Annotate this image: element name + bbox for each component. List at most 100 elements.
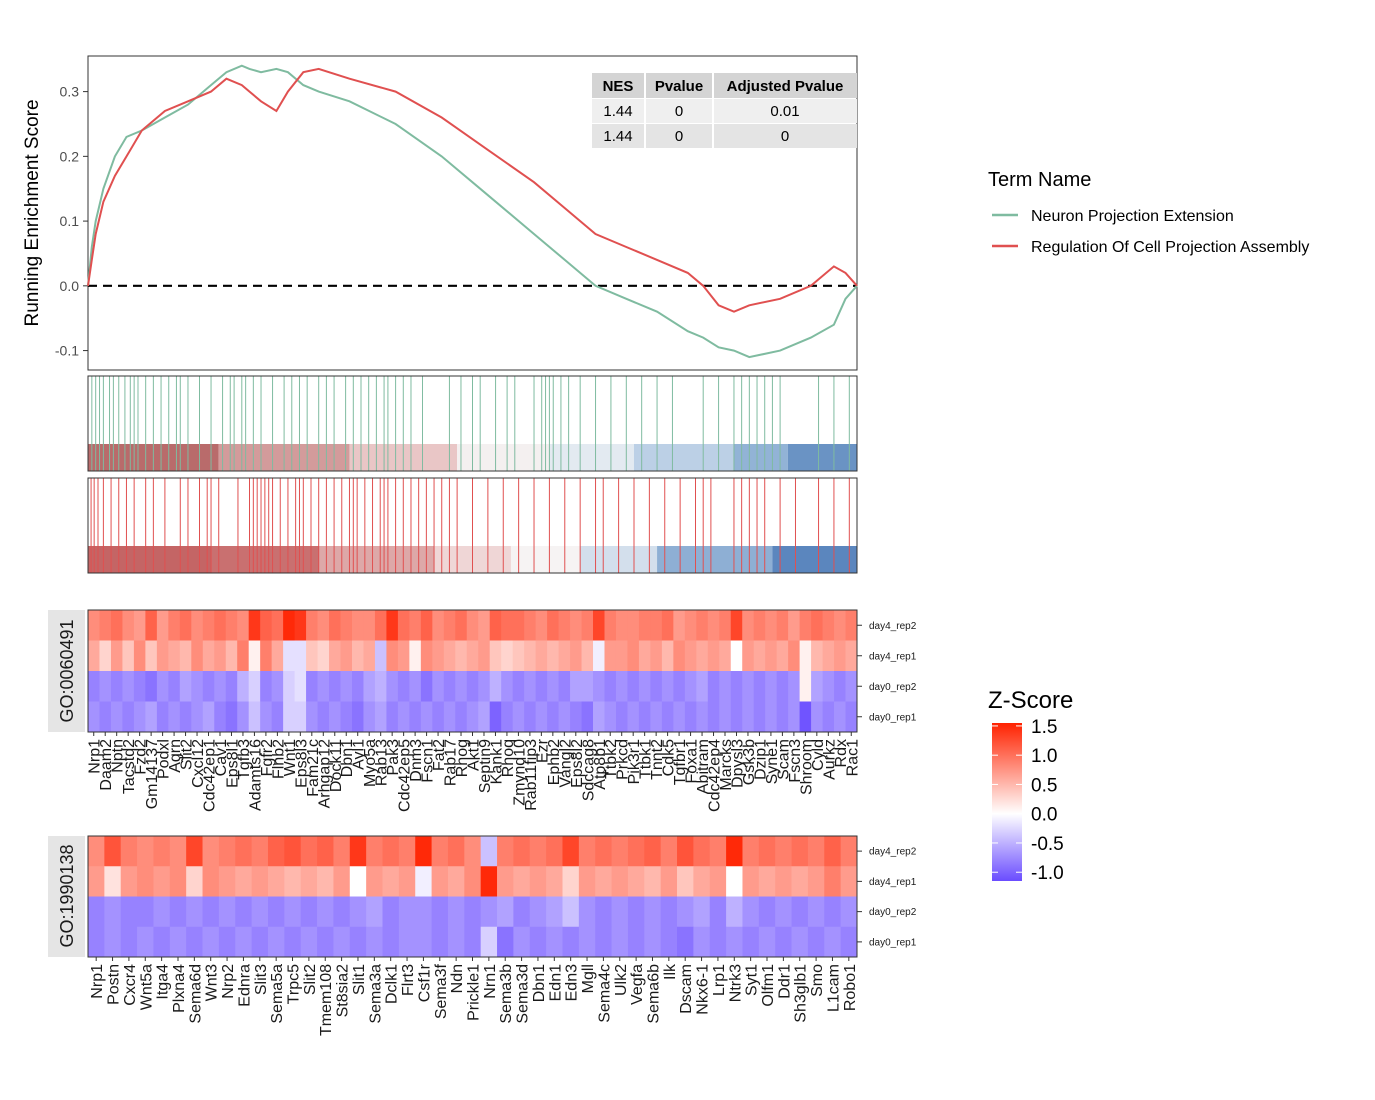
heatmap-cell bbox=[478, 701, 491, 733]
heatmap-cell bbox=[431, 926, 449, 958]
heatmap-cell bbox=[799, 671, 812, 702]
heatmap-cell bbox=[271, 671, 284, 702]
heatmap-row-label: day4_rep2 bbox=[869, 621, 917, 632]
heatmap-cell bbox=[726, 836, 743, 867]
heatmap-cell bbox=[570, 671, 582, 702]
heatmap-column-label: Eps8l1 bbox=[225, 739, 242, 788]
heatmap-cell bbox=[775, 926, 792, 958]
heatmap-cell bbox=[447, 896, 465, 928]
heatmap-cell bbox=[218, 836, 236, 867]
rank-strip-neuron-projection-extension bbox=[87, 375, 858, 472]
heatmap-cell bbox=[524, 610, 537, 641]
heatmap-cell bbox=[513, 836, 531, 867]
heatmap-cell bbox=[300, 896, 318, 928]
heatmap-cell bbox=[660, 926, 678, 958]
heatmap-cell bbox=[294, 671, 307, 702]
y-tick-label: 0.3 bbox=[60, 84, 80, 100]
heatmap-cell bbox=[294, 701, 307, 733]
heatmap-column-label: Vegfa bbox=[629, 964, 646, 1005]
heatmap-cell bbox=[742, 610, 755, 641]
heatmap-column-label: Sh3glb1 bbox=[793, 964, 810, 1023]
heatmap-cell bbox=[673, 640, 686, 672]
heatmap-cell bbox=[822, 671, 835, 702]
heatmap-cell bbox=[765, 671, 778, 702]
heatmap-cell bbox=[186, 866, 203, 897]
heatmap-cell bbox=[432, 640, 445, 672]
colorbar-ticks: 1.5 1.0 0.5 0.0 -0.5 -1.0 bbox=[992, 717, 1064, 884]
heatmap-cell bbox=[382, 836, 400, 867]
heatmap-cell bbox=[99, 640, 112, 672]
heatmap-cell bbox=[420, 701, 433, 733]
heatmap-cell bbox=[753, 610, 766, 641]
heatmap-cell bbox=[397, 671, 410, 702]
heatmap-cell bbox=[742, 896, 760, 928]
heatmap-column-label: Arhgap12 bbox=[316, 739, 333, 808]
heatmap-cell bbox=[742, 836, 760, 867]
heatmap-column-label: Dpysl3 bbox=[730, 739, 747, 788]
heatmap-column-label: Cxcr4 bbox=[122, 964, 139, 1006]
heatmap-cell bbox=[765, 701, 778, 733]
heatmap-column-label: Eps8l3 bbox=[293, 739, 310, 788]
heatmap-cell bbox=[260, 671, 273, 702]
stats-header-pvalue: Pvalue bbox=[655, 78, 703, 95]
heatmap-cell bbox=[235, 836, 253, 867]
heatmap-cell bbox=[294, 640, 307, 672]
heatmap-column-label: Tgfbr1 bbox=[672, 739, 689, 785]
heatmap-cell bbox=[120, 866, 138, 897]
heatmap-cell bbox=[133, 671, 146, 702]
heatmap-cell bbox=[466, 671, 479, 702]
heatmap-cell bbox=[284, 896, 302, 928]
heatmap-cell bbox=[169, 836, 187, 867]
heatmap-cell bbox=[283, 701, 295, 733]
heatmap-cell bbox=[719, 671, 732, 702]
heatmap-cell bbox=[707, 701, 720, 733]
heatmap-cell bbox=[673, 671, 686, 702]
rank-band bbox=[88, 546, 212, 573]
heatmap-cell bbox=[168, 671, 181, 702]
heatmap-cell bbox=[775, 836, 792, 867]
heatmap-cell bbox=[349, 896, 367, 928]
heatmap-cell bbox=[726, 896, 743, 928]
heatmap-cell bbox=[562, 896, 580, 928]
heatmap-cell bbox=[104, 836, 122, 867]
heatmap-cell bbox=[153, 896, 171, 928]
heatmap-cell bbox=[501, 701, 514, 733]
heatmap-cell bbox=[104, 896, 122, 928]
stats-cell bbox=[714, 99, 857, 123]
heatmap-cell bbox=[707, 640, 720, 672]
heatmap-column-label: Nrp1 bbox=[87, 739, 104, 774]
heatmap-cell bbox=[145, 610, 158, 641]
heatmap-cell bbox=[788, 701, 801, 733]
heatmap-cell bbox=[834, 610, 846, 641]
heatmap-cell bbox=[824, 926, 842, 958]
heatmap-row-label: day0_rep2 bbox=[869, 907, 917, 918]
heatmap-cell bbox=[271, 640, 284, 672]
heatmap-cell bbox=[742, 926, 760, 958]
heatmap-cell bbox=[627, 640, 640, 672]
heatmap-cell bbox=[604, 640, 617, 672]
heatmap-cell bbox=[248, 640, 261, 672]
heatmap-cell bbox=[88, 640, 100, 672]
heatmap-column-label: Sema3b bbox=[498, 964, 515, 1024]
heatmap-cell bbox=[363, 610, 376, 641]
heatmap-cell bbox=[284, 926, 302, 958]
heatmap-cell bbox=[615, 610, 628, 641]
heatmap-cell bbox=[799, 610, 812, 641]
legend-title: Term Name bbox=[988, 169, 1091, 191]
heatmap-cell bbox=[709, 866, 727, 897]
heatmap-cell bbox=[558, 701, 571, 733]
heatmap-cell bbox=[677, 866, 694, 897]
stats-cell bbox=[592, 99, 644, 123]
heatmap-cell bbox=[581, 671, 594, 702]
heatmap-column-label: Vangl2 bbox=[557, 739, 574, 788]
heatmap-cell bbox=[799, 701, 812, 733]
rank-strip-frame bbox=[87, 477, 858, 574]
heatmap-cell bbox=[719, 610, 732, 641]
heatmap-cell bbox=[696, 701, 709, 733]
heatmap-cell bbox=[595, 926, 612, 958]
stats-header-cell bbox=[592, 73, 644, 98]
heatmap-cell bbox=[225, 640, 238, 672]
stats-header-cell bbox=[646, 73, 712, 98]
heatmap-column-label: Sema3f bbox=[433, 963, 450, 1019]
